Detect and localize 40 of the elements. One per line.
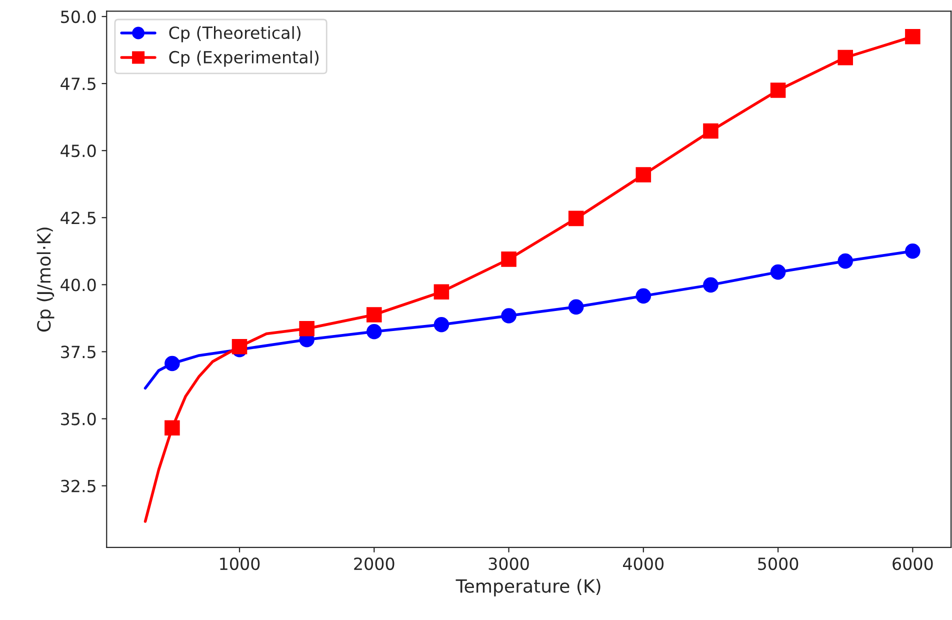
point	[905, 244, 920, 259]
point	[838, 253, 853, 269]
x-axis-title: Temperature (K)	[456, 578, 600, 596]
y-tick-label: 50.0	[61, 10, 96, 24]
point	[568, 299, 584, 315]
y-tick-label: 35.0	[61, 412, 96, 426]
point	[366, 324, 382, 340]
point	[770, 264, 786, 280]
y-tick-label: 40.0	[60, 278, 96, 292]
x-tick-label: 3000	[488, 557, 529, 570]
point	[905, 28, 920, 44]
point	[299, 321, 314, 336]
point	[232, 338, 248, 354]
point	[164, 420, 180, 436]
legend-label: Cp (Theoretical)	[169, 26, 300, 42]
y-tick-label: 32.5	[61, 480, 96, 492]
point	[164, 356, 180, 372]
y-tick-label: 42.5	[60, 212, 96, 224]
point	[703, 123, 718, 139]
x-tick-label: 2000	[354, 557, 394, 570]
y-tick-label: 37.5	[61, 346, 96, 358]
point	[501, 308, 516, 324]
x-tick-label: 5000	[758, 557, 798, 570]
point	[636, 167, 652, 182]
point	[838, 50, 853, 66]
point	[770, 82, 786, 98]
x-tick-label: 6000	[892, 557, 933, 570]
point	[501, 252, 516, 267]
y-axis-title: Cp (J/mol·K)	[36, 228, 54, 332]
point	[434, 284, 450, 300]
point	[703, 277, 718, 293]
y-tick-label: 47.5	[60, 78, 96, 90]
x-tick-label: 4000	[623, 557, 664, 570]
legend-label: Cp (Experimental)	[169, 50, 319, 67]
point	[434, 316, 450, 332]
point	[366, 307, 382, 322]
x-tick-label: 1000	[220, 557, 260, 570]
point	[636, 288, 652, 304]
y-tick-label: 45.0	[60, 144, 96, 158]
point	[568, 210, 584, 226]
